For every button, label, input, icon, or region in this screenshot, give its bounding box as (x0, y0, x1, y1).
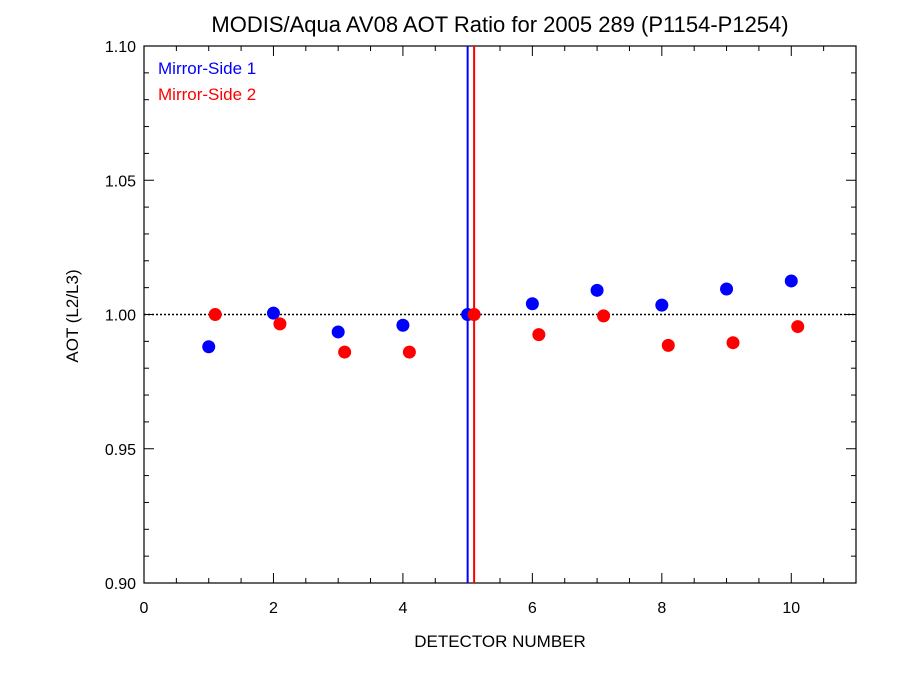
data-point-series-1 (202, 340, 216, 354)
data-point-series-1 (396, 318, 410, 332)
data-point-series-2 (402, 345, 416, 359)
plot-area: 0 2 4 6 8 10 0.90 0.95 1.00 1.05 1.10 (105, 39, 857, 617)
y-tick-label: 0.90 (105, 576, 136, 593)
data-point-series-1 (720, 282, 734, 296)
data-point-series-1 (331, 325, 345, 339)
x-tick-label: 6 (528, 600, 537, 617)
data-point-series-2 (532, 328, 546, 342)
data-point-series-1 (525, 297, 539, 311)
data-point-series-2 (791, 320, 805, 334)
y-axis-label: AOT (L2/L3) (63, 269, 82, 362)
data-point-series-2 (338, 345, 352, 359)
x-tick-label: 0 (140, 600, 149, 617)
y-tick-label: 0.95 (105, 442, 136, 459)
data-point-series-2 (273, 317, 287, 331)
data-point-series-1 (590, 283, 604, 297)
x-tick-label: 2 (269, 600, 278, 617)
x-axis-label: DETECTOR NUMBER (414, 632, 586, 651)
x-tick-label: 4 (398, 600, 407, 617)
data-point-series-1 (266, 306, 280, 320)
chart-title: MODIS/Aqua AV08 AOT Ratio for 2005 289 (… (211, 12, 788, 37)
data-point-series-1 (784, 274, 798, 288)
y-tick-label: 1.00 (105, 308, 136, 325)
data-point-series-2 (208, 308, 222, 321)
legend-item-series-1: Mirror-Side 1 (158, 59, 256, 78)
data-point-series-1 (655, 298, 669, 312)
legend-item-series-2: Mirror-Side 2 (158, 85, 256, 104)
y-tick-label: 1.10 (105, 39, 136, 56)
x-tick-label: 10 (782, 600, 800, 617)
x-tick-label: 8 (657, 600, 666, 617)
data-point-series-2 (661, 338, 675, 352)
y-tick-label: 1.05 (105, 173, 136, 190)
data-point-series-2 (597, 309, 611, 323)
legend: Mirror-Side 1 Mirror-Side 2 (158, 59, 256, 104)
data-point-series-2 (467, 308, 481, 321)
data-point-series-2 (726, 336, 740, 350)
